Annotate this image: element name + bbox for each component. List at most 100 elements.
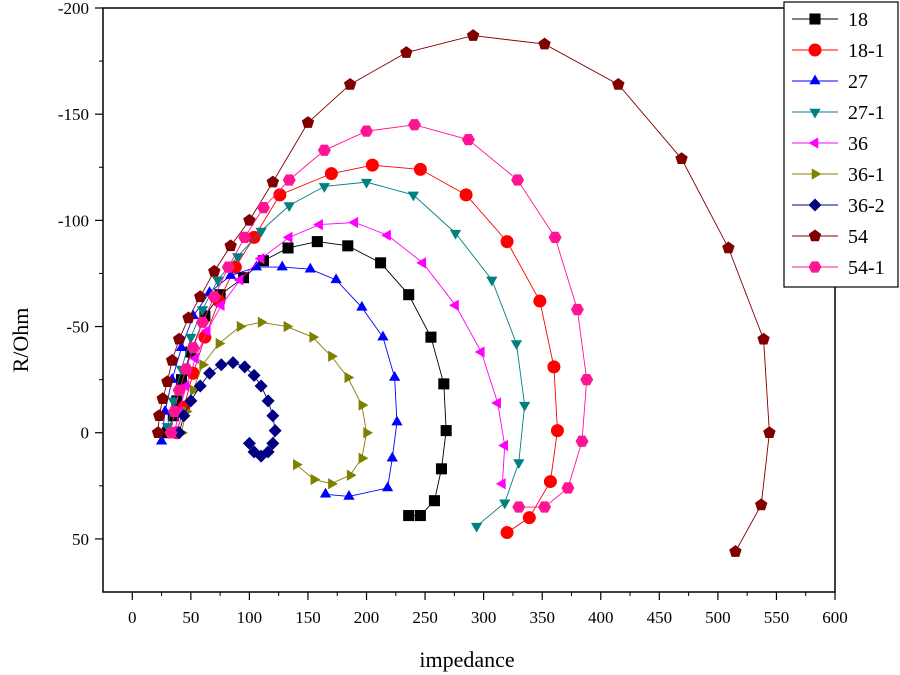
data-point	[403, 510, 415, 522]
data-point	[513, 459, 525, 469]
data-point	[304, 262, 316, 273]
data-point	[194, 290, 207, 303]
x-tick-label: 300	[471, 608, 497, 627]
data-point	[255, 227, 267, 238]
data-point	[221, 261, 235, 273]
data-point	[675, 152, 688, 165]
data-point	[172, 384, 186, 396]
data-point	[612, 77, 625, 90]
data-point	[449, 229, 462, 240]
series-27	[155, 260, 403, 500]
data-point	[193, 379, 207, 393]
data-point	[167, 397, 179, 408]
data-point	[156, 392, 169, 405]
data-point	[224, 239, 237, 252]
data-point	[435, 463, 448, 475]
legend-entry: 36-1	[792, 164, 885, 186]
data-point	[236, 320, 247, 333]
data-point	[474, 346, 485, 358]
data-point	[317, 144, 331, 156]
data-point	[266, 409, 280, 423]
data-point	[301, 116, 315, 128]
data-point	[215, 337, 226, 350]
data-point	[428, 495, 440, 507]
data-point	[313, 218, 323, 231]
legend-entry: 36	[792, 133, 868, 155]
legend-label: 27-1	[848, 102, 885, 124]
legend-label: 36	[848, 133, 868, 155]
x-tick-label: 350	[529, 608, 555, 627]
data-point	[328, 350, 338, 362]
data-point	[414, 510, 426, 522]
data-point	[438, 378, 450, 390]
data-point	[250, 260, 263, 271]
data-point	[199, 359, 210, 371]
data-point	[343, 489, 355, 500]
data-point	[356, 300, 368, 311]
data-point	[254, 449, 268, 463]
data-point	[377, 330, 389, 341]
series-layer	[151, 29, 776, 557]
data-point	[348, 216, 359, 229]
data-point	[400, 46, 413, 58]
data-point	[360, 125, 374, 137]
data-point	[389, 371, 401, 381]
plot-area-border	[102, 7, 836, 593]
x-tick-label: 200	[354, 608, 380, 627]
x-tick-label: 450	[647, 608, 673, 627]
data-point	[495, 478, 506, 490]
data-point	[498, 439, 508, 452]
data-point	[470, 522, 483, 533]
data-point	[358, 452, 369, 464]
legend-label: 18-1	[848, 40, 885, 62]
data-point	[548, 231, 562, 243]
data-point	[318, 183, 330, 193]
series-54	[151, 29, 776, 557]
data-point	[161, 375, 174, 388]
legend-label: 54	[848, 226, 868, 248]
data-point	[408, 119, 422, 131]
y-tick-label: -100	[58, 211, 89, 230]
data-point	[561, 482, 575, 494]
x-tick-label: 0	[128, 608, 137, 627]
data-point	[311, 236, 323, 248]
data-point	[512, 501, 526, 513]
data-point	[343, 77, 357, 90]
x-tick-label: 100	[237, 608, 263, 627]
data-point	[499, 499, 511, 510]
data-point	[247, 230, 261, 244]
data-point	[186, 342, 200, 354]
data-point	[381, 229, 391, 241]
data-point	[196, 316, 210, 328]
data-point	[189, 352, 199, 365]
data-point	[386, 451, 398, 462]
y-tick-label: 0	[81, 424, 90, 443]
y-tick-label: -150	[58, 105, 89, 124]
data-point	[214, 358, 228, 372]
series-54-1	[164, 119, 594, 513]
data-point	[214, 299, 225, 311]
data-point	[533, 294, 547, 308]
data-point	[238, 231, 252, 243]
data-point	[151, 426, 165, 438]
y-axis-label: R/Ohm	[8, 308, 33, 373]
data-point	[238, 272, 250, 284]
data-point	[261, 394, 275, 408]
data-point	[425, 331, 437, 343]
data-point	[283, 320, 294, 333]
data-point	[242, 436, 256, 450]
data-point	[538, 501, 552, 513]
data-point	[413, 162, 427, 176]
legend-label: 18	[848, 9, 868, 31]
data-point	[256, 201, 270, 214]
data-point	[155, 434, 168, 445]
data-point	[243, 213, 256, 226]
legend-entry: 18	[792, 9, 868, 31]
series-line	[166, 181, 526, 527]
legend-marker	[809, 13, 821, 25]
data-point	[310, 473, 321, 486]
legend-marker	[808, 229, 822, 242]
legend-marker	[808, 261, 822, 273]
data-point	[550, 424, 564, 438]
data-point	[247, 445, 261, 459]
